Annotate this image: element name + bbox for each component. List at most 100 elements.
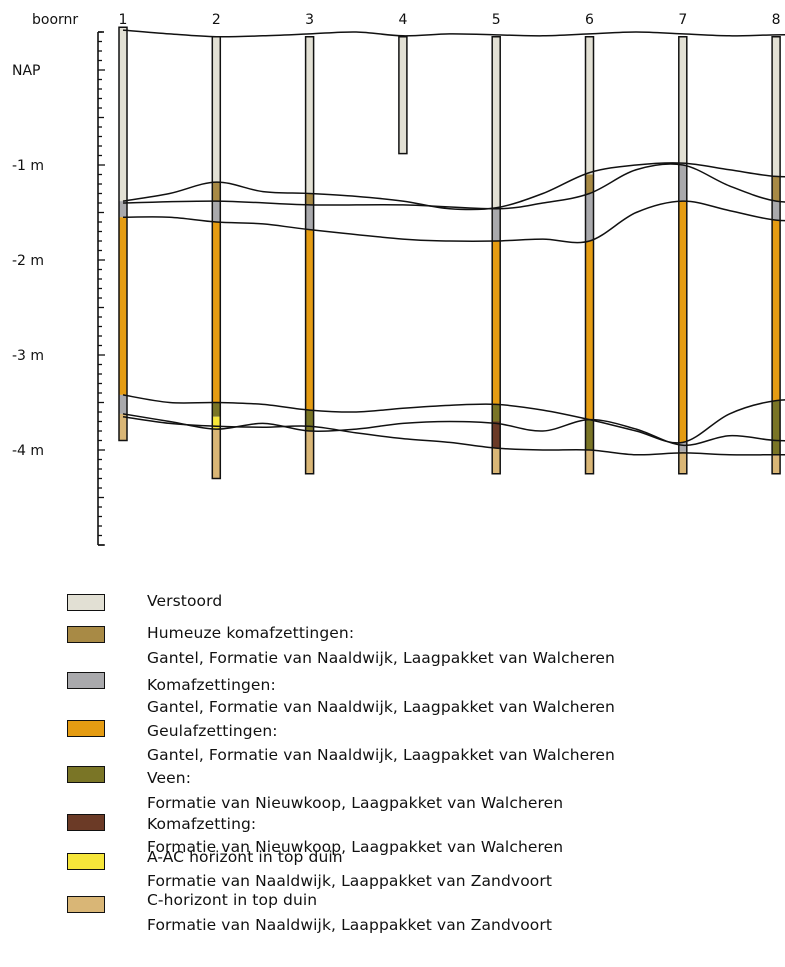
core-segment — [119, 413, 127, 441]
legend-title: Veen: — [147, 769, 192, 787]
legend-detail: Formatie van Nieuwkoop, Laagpakket van W… — [147, 794, 564, 812]
cross-section: boornr NAP -1 m -2 m -3 m -4 m 1 2 3 4 5 6 7 8 — [12, 12, 785, 546]
boring-core — [771, 36, 781, 475]
core-segment — [119, 217, 127, 395]
core-segment — [212, 36, 221, 183]
boring-number: 7 — [678, 12, 687, 28]
legend-title: Geulafzettingen: — [147, 722, 278, 740]
legend-title: Komafzetting: — [147, 815, 257, 833]
core-segment — [305, 193, 314, 205]
core-segment — [305, 229, 314, 411]
core-segment — [678, 163, 687, 202]
legend-detail: Formatie van Nieuwkoop, Laagpakket van W… — [147, 838, 564, 856]
boring-cores — [118, 26, 781, 480]
legend-title: C-horizont in top duin — [147, 891, 318, 909]
core-segment — [585, 419, 594, 450]
boring-number: 5 — [492, 12, 501, 28]
boundary-line — [122, 394, 785, 444]
core-segment — [119, 27, 127, 202]
core-outline — [584, 36, 595, 475]
legend-detail: Gantel, Formatie van Naaldwijk, Laagpakk… — [147, 746, 615, 764]
layer-boundaries — [122, 29, 785, 456]
core-segment — [772, 400, 781, 455]
legend-detail: Gantel, Formatie van Naaldwijk, Laagpakk… — [147, 698, 615, 716]
legend-swatch — [67, 720, 105, 737]
depth-label: -3 m — [12, 348, 44, 364]
boring-core — [304, 36, 315, 475]
legend-title: Komafzettingen: — [147, 676, 276, 694]
boundary-line — [122, 163, 785, 210]
core-segment — [212, 416, 221, 430]
boundary-line — [122, 29, 785, 38]
core-segment — [772, 201, 781, 221]
legend-detail: Formatie van Naaldwijk, Laappakket van Z… — [147, 872, 553, 890]
legend-swatch — [67, 672, 105, 689]
boring-core — [491, 36, 501, 475]
legend-title: A-AC horizont in top duin — [147, 848, 343, 866]
core-segment — [492, 421, 501, 449]
core-segment — [772, 176, 781, 202]
legend-swatch — [67, 896, 105, 913]
core-segment — [772, 36, 781, 177]
core-segment — [585, 193, 594, 241]
core-segment — [212, 222, 221, 403]
core-outline — [771, 36, 781, 475]
boring-core — [678, 36, 688, 475]
boring-core — [584, 36, 595, 475]
boring-number: 8 — [772, 12, 781, 28]
core-segment — [772, 220, 781, 401]
core-segment — [212, 402, 221, 417]
legend-title: Verstoord — [147, 592, 223, 610]
boring-number: 1 — [119, 12, 128, 28]
boring-core — [211, 36, 222, 480]
depth-label: -1 m — [12, 158, 44, 174]
legend-swatch — [67, 766, 105, 783]
core-segment — [678, 451, 687, 474]
boring-number: 2 — [212, 12, 221, 28]
core-segment — [492, 448, 501, 474]
core-segment — [212, 201, 221, 222]
depth-label: -2 m — [12, 253, 44, 269]
boring-number: 4 — [398, 12, 407, 28]
core-outline — [304, 36, 315, 475]
legend-swatch — [67, 594, 105, 611]
core-segment — [492, 404, 501, 422]
depth-label: NAP — [12, 63, 41, 79]
core-segment — [212, 182, 221, 202]
boring-numbers: 1 2 3 4 5 6 7 8 — [119, 12, 781, 28]
core-segment — [119, 394, 127, 414]
legend-swatch — [67, 626, 105, 643]
boring-number-label: boornr — [32, 12, 78, 28]
core-segment — [772, 454, 781, 474]
core-segment — [585, 450, 594, 474]
core-segment — [492, 207, 501, 241]
legend-detail: Formatie van Naaldwijk, Laappakket van Z… — [147, 916, 553, 934]
boundary-line — [122, 416, 785, 456]
core-segment — [119, 201, 127, 218]
boring-core — [398, 36, 408, 155]
boundary-line — [122, 200, 785, 244]
core-outline — [491, 36, 501, 475]
legend-title: Humeuze komafzettingen: — [147, 624, 355, 642]
core-segment — [585, 241, 594, 420]
core-segment — [585, 36, 594, 175]
core-segment — [398, 36, 407, 154]
core-segment — [212, 429, 221, 479]
boring-number: 3 — [305, 12, 314, 28]
core-outline — [118, 26, 128, 442]
core-segment — [305, 204, 314, 230]
boring-core — [118, 26, 128, 442]
core-outline — [398, 36, 408, 155]
depth-label: -4 m — [12, 443, 44, 459]
core-segment — [305, 410, 314, 431]
core-segment — [678, 201, 687, 443]
legend-detail: Gantel, Formatie van Naaldwijk, Laagpakk… — [147, 649, 615, 667]
legend-swatch — [67, 814, 105, 831]
core-segment — [678, 442, 687, 452]
core-segment — [305, 36, 314, 194]
core-segment — [492, 241, 501, 405]
boring-number: 6 — [585, 12, 594, 28]
core-outline — [678, 36, 688, 475]
depth-ruler — [97, 31, 105, 546]
core-segment — [585, 174, 594, 194]
